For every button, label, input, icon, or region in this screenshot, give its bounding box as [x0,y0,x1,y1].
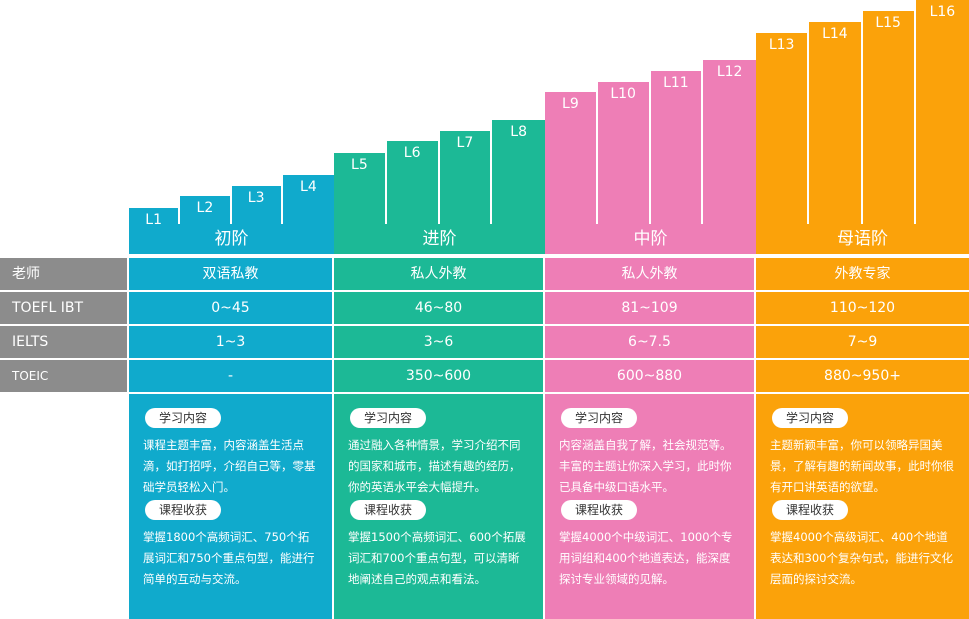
level-step-15: L15 [862,11,916,224]
table-cell: 外教专家 [756,256,969,290]
level-step-label: L5 [351,157,368,173]
table-cell: 1~3 [129,324,332,358]
learning-content-text: 内容涵盖自我了解，社会规范等。丰富的主题让你深入学习，此时你已具备中级口语水平。 [559,438,732,494]
table-cell: 6~7.5 [545,324,754,358]
level-step-label: L9 [562,96,579,112]
level-step-13: L13 [756,33,810,224]
table-cell: 私人外教 [545,256,754,290]
tier-label-native: 母语阶 [756,224,969,254]
course-gain-badge: 课程收获 [350,500,427,520]
tier-label-advanced: 进阶 [334,224,545,254]
course-gain-text: 掌握4000个高级词汇、400个地道表达和300个复杂句式，能进行文化层面的探讨… [770,530,953,586]
level-step-label: L10 [610,86,636,102]
learning-content-text: 主题新颖丰富，你可以领略异国美景，了解有趣的新闻故事，此时你很有开口讲英语的欲望… [770,438,954,494]
level-step-4: L4 [282,175,334,224]
tier-label-beginner: 初阶 [129,224,334,254]
table-cell: 110~120 [756,290,969,324]
level-step-label: L6 [403,145,421,161]
level-step-label: L2 [196,200,214,216]
table-cell: 880~950+ [756,358,969,392]
level-step-2: L2 [180,196,232,224]
table-cell: 46~80 [334,290,543,324]
level-step-9: L9 [545,92,598,224]
table-cell: 600~880 [545,358,754,392]
row-header: IELTS [0,324,128,358]
learning-content-text: 课程主题丰富，内容涵盖生活点滴，如打招呼，介绍自己等，零基础学员轻松入门。 [143,438,316,494]
table-cell: 私人外教 [334,256,543,290]
level-step-10: L10 [597,82,651,224]
level-step-label: L14 [822,26,848,42]
table-cell: - [129,358,332,392]
level-step-label: L15 [875,15,901,31]
level-step-14: L14 [809,22,863,224]
table-cell: 81~109 [545,290,754,324]
level-step-label: L3 [247,190,265,206]
level-step-11: L11 [650,71,704,224]
level-step-8: L8 [492,120,545,224]
level-step-12: L12 [703,60,756,224]
learning-content-badge: 学习内容 [561,408,638,428]
level-step-5: L5 [334,153,387,224]
level-step-1: L1 [129,208,181,228]
learning-content-badge: 学习内容 [350,408,427,428]
course-gain-text: 掌握1500个高频词汇、600个拓展词汇和700个重点句型，可以清晰地阐述自己的… [348,530,526,586]
learning-content-badge: 学习内容 [772,408,849,428]
course-panel: 学习内容课程主题丰富，内容涵盖生活点滴，如打招呼，介绍自己等，零基础学员轻松入门… [129,392,332,619]
level-step-label: L13 [768,37,795,53]
course-panel: 学习内容通过融入各种情景，学习介绍不同的国家和城市，描述有趣的经历，你的英语水平… [334,392,543,619]
course-gain-text: 掌握1800个高频词汇、750个拓展词汇和750个重点句型，能进行简单的互动与交… [143,530,315,586]
learning-content-text: 通过融入各种情景，学习介绍不同的国家和城市，描述有趣的经历，你的英语水平会大幅提… [348,438,521,494]
table-cell: 350~600 [334,358,543,392]
course-panel: 学习内容主题新颖丰富，你可以领略异国美景，了解有趣的新闻故事，此时你很有开口讲英… [756,392,969,619]
row-header: TOEIC [0,358,128,392]
level-step-label: L16 [929,4,956,20]
course-gain-badge: 课程收获 [772,500,849,520]
row-header: TOEFL IBT [0,290,128,324]
level-step-7: L7 [439,131,493,224]
level-step-label: L8 [510,124,527,140]
course-gain-badge: 课程收获 [145,500,222,520]
table-cell: 3~6 [334,324,543,358]
course-gain-badge: 课程收获 [561,500,638,520]
level-step-label: L12 [716,64,743,80]
table-cell: 0~45 [129,290,332,324]
learning-content-badge: 学习内容 [145,408,222,428]
tier-label-intermediate: 中阶 [545,224,756,254]
level-step-16: L16 [915,0,969,224]
level-step-3: L3 [231,186,283,224]
level-step-6: L6 [386,141,440,224]
course-gain-text: 掌握4000个中级词汇、1000个专用词组和400个地道表达，能深度探讨专业领域… [559,530,733,586]
table-cell: 双语私教 [129,256,332,290]
level-step-label: L11 [663,75,689,91]
level-step-label: L4 [300,179,317,195]
level-step-label: L7 [456,135,474,151]
table-cell: 7~9 [756,324,969,358]
row-header: 老师 [0,256,128,290]
course-panel: 学习内容内容涵盖自我了解，社会规范等。丰富的主题让你深入学习，此时你已具备中级口… [545,392,754,619]
